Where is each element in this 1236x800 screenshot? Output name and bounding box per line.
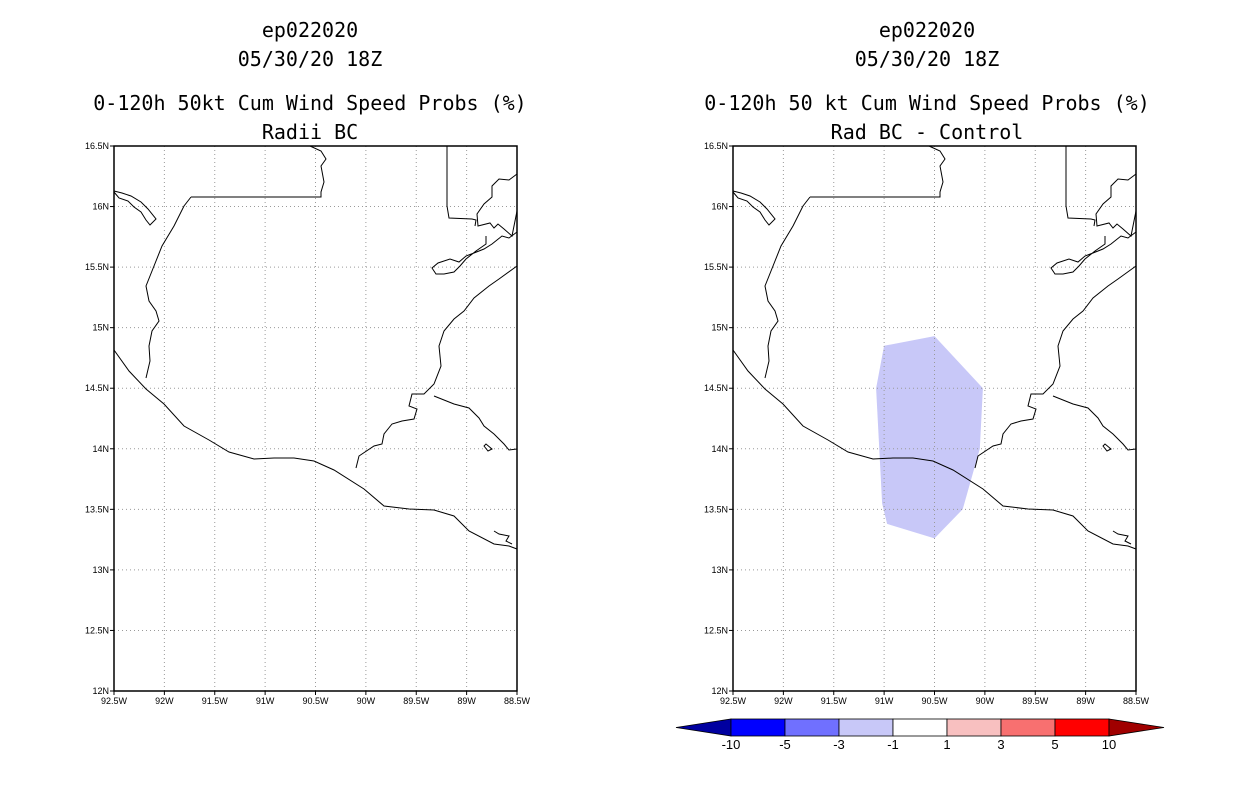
colorbar-label: 10 xyxy=(1102,737,1116,752)
right-map: 16.5N 16N 15.5N 15N 14.5N 14N 13.5N 13N 12.5N 12N… xyxy=(704,141,1150,706)
colorbar-swatch xyxy=(1000,718,1056,737)
lat-label: 15N xyxy=(92,323,109,333)
lon-label: 91W xyxy=(875,696,894,706)
lon-label: 90.5W xyxy=(921,696,948,706)
colorbar-max-triangle xyxy=(1108,718,1165,737)
lat-label: 16.5N xyxy=(85,141,109,151)
colorbar-swatch xyxy=(784,718,840,737)
colorbar-label: 5 xyxy=(1051,737,1058,752)
lon-label: 88.5W xyxy=(1123,696,1150,706)
lon-label: 90.5W xyxy=(302,696,329,706)
left-map: 16.5N 16N 15.5N 15N 14.5N 14N 13.5N 13N 12.5N 12N… xyxy=(85,141,531,706)
left-title-subtitle: Radii BC xyxy=(261,120,359,144)
lon-label: 88.5W xyxy=(504,696,531,706)
lon-label: 92.5W xyxy=(720,696,747,706)
lat-label: 15.5N xyxy=(85,262,109,272)
colorbar-label: -3 xyxy=(833,737,845,752)
lon-label: 92.5W xyxy=(101,696,128,706)
right-title-storm-id: ep022020 xyxy=(878,18,976,42)
lat-label: 12N xyxy=(711,686,728,696)
left-title-product: 0-120h 50kt Cum Wind Speed Probs (%) xyxy=(93,91,527,115)
right-title-product: 0-120h 50 kt Cum Wind Speed Probs (%) xyxy=(704,91,1150,115)
lat-label: 12N xyxy=(92,686,109,696)
lon-label: 91.5W xyxy=(821,696,848,706)
lat-label: 14N xyxy=(92,444,109,454)
colorbar-min-triangle xyxy=(675,718,732,737)
lon-label: 89W xyxy=(457,696,476,706)
lon-label: 89.5W xyxy=(403,696,430,706)
lon-label: 89W xyxy=(1076,696,1095,706)
left-map-lat-labels: 16.5N 16N 15.5N 15N 14.5N 14N 13.5N 13N 12.5N 12N xyxy=(85,141,114,696)
right-title-datetime: 05/30/20 18Z xyxy=(854,47,1000,71)
lat-label: 13.5N xyxy=(704,504,728,514)
colorbar-label: -1 xyxy=(887,737,899,752)
lat-label: 16N xyxy=(711,202,728,212)
lon-label: 92W xyxy=(155,696,174,706)
colorbar-swatch xyxy=(838,718,894,737)
lon-label: 90W xyxy=(976,696,995,706)
colorbar-label: 1 xyxy=(943,737,950,752)
colorbar-label: -5 xyxy=(779,737,791,752)
lon-label: 91.5W xyxy=(202,696,229,706)
right-map-lon-labels: 92.5W 92W 91.5W 91W 90.5W 90W 89.5W 89W 88.5W xyxy=(720,691,1150,706)
lat-label: 14N xyxy=(711,444,728,454)
lat-label: 15N xyxy=(711,323,728,333)
colorbar-swatch xyxy=(1054,718,1110,737)
colorbar-label: 3 xyxy=(997,737,1004,752)
lat-label: 13.5N xyxy=(85,504,109,514)
lon-label: 91W xyxy=(256,696,275,706)
colorbar-swatch xyxy=(730,718,786,737)
left-map-gridlines xyxy=(114,146,517,691)
lat-label: 12.5N xyxy=(85,625,109,635)
lat-label: 13N xyxy=(711,565,728,575)
colorbar: -10 -5 -3 -1 1 3 5 10 xyxy=(675,718,1165,752)
lat-label: 16.5N xyxy=(704,141,728,151)
colorbar-swatch xyxy=(946,718,1002,737)
colorbar-swatch xyxy=(892,718,948,737)
lat-label: 13N xyxy=(92,565,109,575)
right-title-subtitle: Rad BC - Control xyxy=(830,120,1024,144)
right-map-gridlines xyxy=(733,146,1136,691)
left-title-storm-id: ep022020 xyxy=(261,18,359,42)
lat-label: 14.5N xyxy=(85,383,109,393)
right-map-lat-labels: 16.5N 16N 15.5N 15N 14.5N 14N 13.5N 13N 12.5N 12N xyxy=(704,141,733,696)
difference-area-polygon xyxy=(876,336,983,539)
colorbar-label: -10 xyxy=(722,737,741,752)
lat-label: 16N xyxy=(92,202,109,212)
lat-label: 15.5N xyxy=(704,262,728,272)
left-map-lon-labels: 92.5W 92W 91.5W 91W 90.5W 90W 89.5W 89W 88.5W xyxy=(101,691,531,706)
lat-label: 12.5N xyxy=(704,625,728,635)
lat-label: 14.5N xyxy=(704,383,728,393)
lon-label: 90W xyxy=(357,696,376,706)
lon-label: 89.5W xyxy=(1022,696,1049,706)
lon-label: 92W xyxy=(774,696,793,706)
left-title-datetime: 05/30/20 18Z xyxy=(237,47,383,71)
